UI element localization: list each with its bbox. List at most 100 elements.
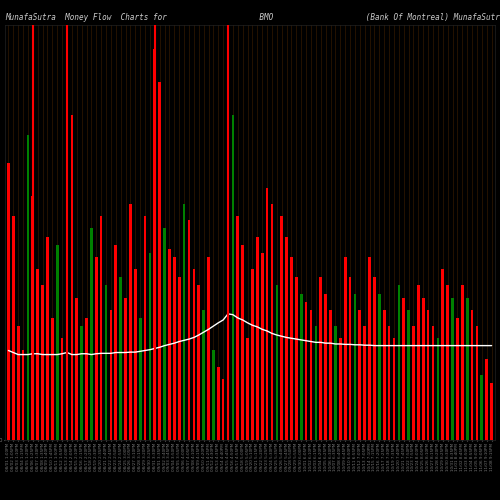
Bar [173, 257, 176, 440]
Bar [114, 244, 117, 440]
Bar [334, 326, 337, 440]
Bar [188, 220, 190, 440]
Bar [364, 326, 366, 440]
Bar [329, 310, 332, 440]
Bar [26, 135, 30, 440]
Bar [7, 164, 10, 440]
Bar [70, 114, 73, 440]
Bar [80, 326, 83, 440]
Bar [32, 196, 34, 440]
Bar [163, 228, 166, 440]
Bar [412, 326, 415, 440]
Bar [256, 236, 258, 440]
Bar [266, 188, 268, 440]
Bar [22, 350, 25, 440]
Bar [461, 286, 464, 440]
Bar [446, 286, 449, 440]
Bar [90, 228, 92, 440]
Bar [286, 236, 288, 440]
Bar [124, 298, 127, 440]
Bar [192, 269, 195, 440]
Bar [261, 253, 264, 440]
Bar [85, 318, 88, 440]
Bar [178, 278, 180, 440]
Bar [148, 253, 152, 440]
Bar [305, 302, 308, 440]
Bar [320, 278, 322, 440]
Bar [378, 294, 380, 440]
Bar [295, 278, 298, 440]
Bar [348, 278, 352, 440]
Bar [442, 269, 444, 440]
Bar [480, 375, 483, 440]
Bar [168, 249, 171, 440]
Bar [222, 379, 224, 440]
Bar [212, 350, 214, 440]
Bar [373, 278, 376, 440]
Bar [246, 338, 249, 440]
Bar [61, 338, 64, 440]
Bar [402, 298, 405, 440]
Bar [154, 50, 156, 440]
Bar [158, 82, 161, 440]
Bar [51, 318, 54, 440]
Bar [486, 358, 488, 440]
Bar [139, 318, 141, 440]
Bar [183, 204, 186, 440]
Bar [41, 286, 44, 440]
Bar [314, 326, 317, 440]
Bar [46, 236, 49, 440]
Bar [490, 383, 493, 440]
Bar [300, 294, 302, 440]
Bar [66, 94, 68, 440]
Bar [388, 326, 390, 440]
Bar [120, 278, 122, 440]
Bar [129, 204, 132, 440]
Bar [76, 298, 78, 440]
Bar [451, 298, 454, 440]
Bar [280, 216, 283, 440]
Bar [242, 244, 244, 440]
Text: MunafaSutra  Money Flow  Charts for                    BMO                    (B: MunafaSutra Money Flow Charts for BMO (B [5, 12, 500, 22]
Bar [276, 286, 278, 440]
Bar [310, 310, 312, 440]
Bar [383, 310, 386, 440]
Bar [432, 326, 434, 440]
Bar [422, 298, 424, 440]
Bar [339, 338, 342, 440]
Bar [104, 286, 108, 440]
Bar [232, 114, 234, 440]
Bar [144, 216, 146, 440]
Bar [324, 294, 327, 440]
Bar [110, 310, 112, 440]
Bar [290, 257, 293, 440]
Bar [466, 298, 468, 440]
Bar [354, 294, 356, 440]
Bar [95, 257, 98, 440]
Bar [217, 367, 220, 440]
Bar [207, 257, 210, 440]
Bar [198, 286, 200, 440]
Bar [17, 326, 20, 440]
Bar [358, 310, 361, 440]
Bar [36, 269, 39, 440]
Bar [12, 216, 14, 440]
Bar [392, 338, 396, 440]
Bar [398, 286, 400, 440]
Bar [202, 310, 205, 440]
Bar [134, 269, 136, 440]
Bar [344, 257, 346, 440]
Bar [456, 318, 459, 440]
Bar [226, 94, 230, 440]
Bar [417, 286, 420, 440]
Bar [427, 310, 430, 440]
Bar [236, 216, 239, 440]
Bar [436, 338, 439, 440]
Bar [476, 326, 478, 440]
Bar [270, 204, 274, 440]
Bar [100, 216, 102, 440]
Bar [56, 244, 58, 440]
Bar [251, 269, 254, 440]
Bar [368, 257, 371, 440]
Bar [470, 310, 474, 440]
